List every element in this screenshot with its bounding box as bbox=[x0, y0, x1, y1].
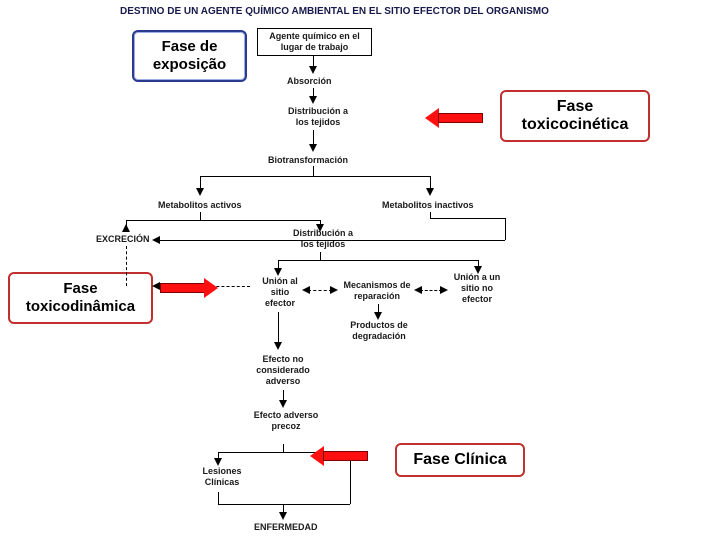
arrow-icon bbox=[309, 96, 317, 104]
arrow-icon bbox=[474, 266, 482, 274]
dashed-line bbox=[420, 290, 442, 291]
arrow-line bbox=[320, 252, 321, 260]
arrow-line bbox=[200, 176, 430, 177]
phase-clinica: Fase Clínica bbox=[395, 443, 525, 477]
node-distribucion: Distribución a los tejidos bbox=[283, 106, 353, 128]
red-arrow-icon bbox=[160, 278, 220, 298]
arrow-icon bbox=[309, 66, 317, 74]
red-arrow-icon bbox=[425, 108, 485, 128]
arrow-icon bbox=[302, 286, 310, 294]
arrow-icon bbox=[152, 282, 160, 290]
arrow-icon bbox=[152, 236, 160, 244]
diagram-title: DESTINO DE UN AGENTE QUÍMICO AMBIENTAL E… bbox=[120, 6, 549, 17]
phase-toxicodinamica: Fase toxicodinâmica bbox=[8, 272, 153, 324]
arrow-icon bbox=[214, 458, 222, 466]
phase-exposicao: Fase de exposição bbox=[132, 30, 247, 82]
node-excrecion: EXCRECIÓN bbox=[96, 234, 150, 245]
arrow-line bbox=[218, 504, 350, 505]
arrow-line bbox=[313, 166, 314, 176]
arrow-icon bbox=[316, 224, 324, 232]
arrow-icon bbox=[440, 286, 448, 294]
node-metab-activos: Metabolitos activos bbox=[158, 200, 242, 211]
node-productos: Productos de degradación bbox=[338, 320, 420, 342]
node-agente: Agente químico en el lugar de trabajo bbox=[257, 28, 372, 56]
node-mecanismos: Mecanismos de reparación bbox=[336, 280, 418, 302]
arrow-line bbox=[126, 246, 127, 286]
arrow-line bbox=[278, 260, 478, 261]
node-efecto-no-adverso: Efecto no considerado adverso bbox=[243, 354, 323, 386]
arrow-icon bbox=[274, 268, 282, 276]
node-absorcion: Absorción bbox=[287, 76, 332, 87]
arrow-line bbox=[278, 312, 279, 344]
arrow-icon bbox=[196, 188, 204, 196]
node-biotransformacion: Biotransformación bbox=[268, 155, 348, 166]
arrow-icon bbox=[426, 188, 434, 196]
node-lesiones: Lesiones Clínicas bbox=[192, 466, 252, 488]
arrow-icon bbox=[279, 400, 287, 408]
arrow-icon bbox=[279, 512, 287, 520]
dashed-line bbox=[308, 290, 332, 291]
arrow-icon bbox=[274, 342, 282, 350]
arrow-line bbox=[200, 212, 201, 220]
arrow-icon bbox=[330, 286, 338, 294]
node-union-no-efector: Unión a un sitio no efector bbox=[445, 272, 509, 304]
node-metab-inactivos: Metabolitos inactivos bbox=[382, 200, 474, 211]
arrow-line bbox=[126, 220, 320, 221]
arrow-icon bbox=[414, 286, 422, 294]
phase-toxicocinetica: Fase toxicocinética bbox=[500, 90, 650, 142]
arrow-line bbox=[505, 218, 506, 240]
arrow-line bbox=[430, 218, 505, 219]
node-enfermedad: ENFERMEDAD bbox=[254, 522, 318, 533]
red-arrow-icon bbox=[310, 446, 370, 466]
arrow-line bbox=[218, 492, 219, 504]
node-union-efector: Unión al sitio efector bbox=[255, 276, 305, 308]
arrow-line bbox=[160, 240, 505, 241]
arrow-line bbox=[283, 444, 284, 452]
arrow-icon bbox=[122, 224, 130, 232]
arrow-icon bbox=[374, 312, 382, 320]
arrow-icon bbox=[309, 144, 317, 152]
node-efecto-precoz: Efecto adverso precoz bbox=[245, 410, 327, 432]
